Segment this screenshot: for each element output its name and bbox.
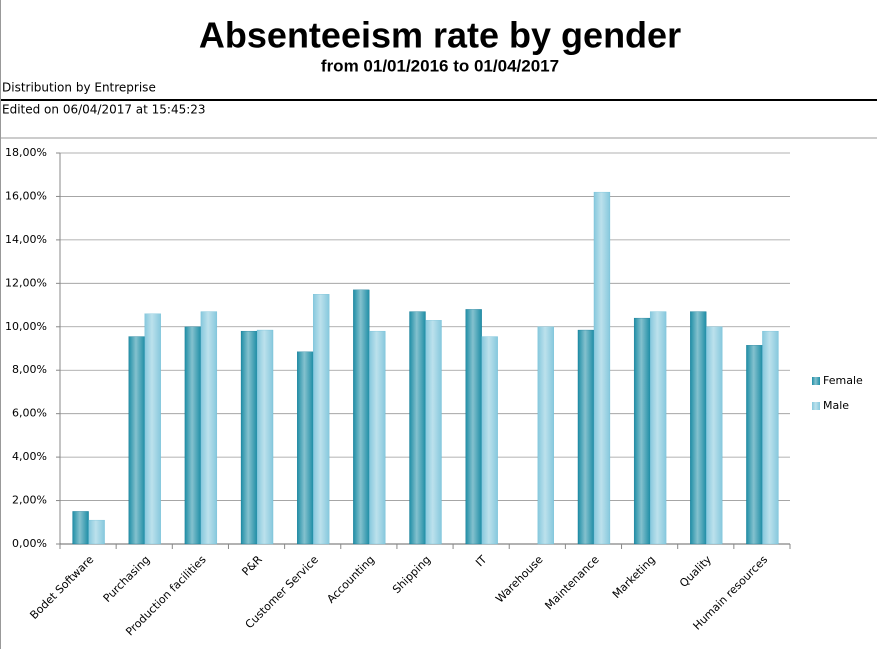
bar [465, 309, 482, 545]
bar [353, 289, 370, 545]
bar [144, 313, 161, 545]
bar [746, 345, 763, 545]
y-tick-label: 10,00% [5, 320, 47, 333]
y-tick-label: 14,00% [5, 233, 47, 246]
bar [297, 351, 314, 545]
x-tick-label: Maintenance [542, 553, 601, 612]
bar [481, 336, 498, 545]
y-tick-label: 2,00% [12, 494, 47, 507]
y-tick-label: 4,00% [12, 450, 47, 463]
bar [762, 330, 779, 545]
bar [313, 294, 330, 545]
y-tick-label: 0,00% [12, 537, 47, 550]
bar [256, 329, 274, 545]
bar [577, 329, 595, 545]
bar [425, 320, 442, 545]
bar [633, 317, 651, 545]
x-tick-label: Accounting [324, 553, 377, 606]
bar [200, 311, 218, 545]
x-tick-label: P&R [239, 553, 265, 579]
legend-swatch [812, 377, 820, 385]
bar [649, 311, 667, 545]
legend-label: Male [823, 399, 849, 412]
bar [706, 326, 723, 545]
x-tick-label: Purchasing [101, 553, 153, 605]
bar [369, 330, 386, 545]
distribution-label: Distribution by Entreprise [2, 81, 156, 95]
y-tick-label: 6,00% [12, 407, 47, 420]
x-tick-label: IT [473, 553, 489, 569]
x-tick-label: Warehouse [493, 553, 546, 606]
legend-swatch [812, 402, 820, 410]
bar [184, 326, 202, 545]
x-tick-label: Quality [677, 553, 714, 590]
y-tick-label: 18,00% [5, 146, 47, 159]
y-tick-label: 12,00% [5, 276, 47, 289]
y-tick-label: 16,00% [5, 189, 47, 202]
x-tick-label: Bodet Software [27, 553, 96, 622]
bar [88, 519, 105, 545]
edited-label: Edited on 06/04/2017 at 15:45:23 [2, 103, 206, 117]
bar [128, 336, 145, 545]
report-title: Absenteeism rate by gender [199, 15, 681, 56]
bar [240, 330, 258, 545]
x-tick-label: Shipping [390, 553, 433, 596]
y-tick-label: 8,00% [12, 363, 47, 376]
bar [409, 311, 426, 545]
bar [593, 191, 611, 545]
report-subtitle: from 01/01/2016 to 01/04/2017 [321, 56, 559, 75]
legend-label: Female [823, 374, 863, 387]
bar [537, 326, 554, 545]
bar [690, 311, 707, 545]
bar [72, 511, 89, 545]
x-tick-label: Marketing [610, 553, 658, 601]
